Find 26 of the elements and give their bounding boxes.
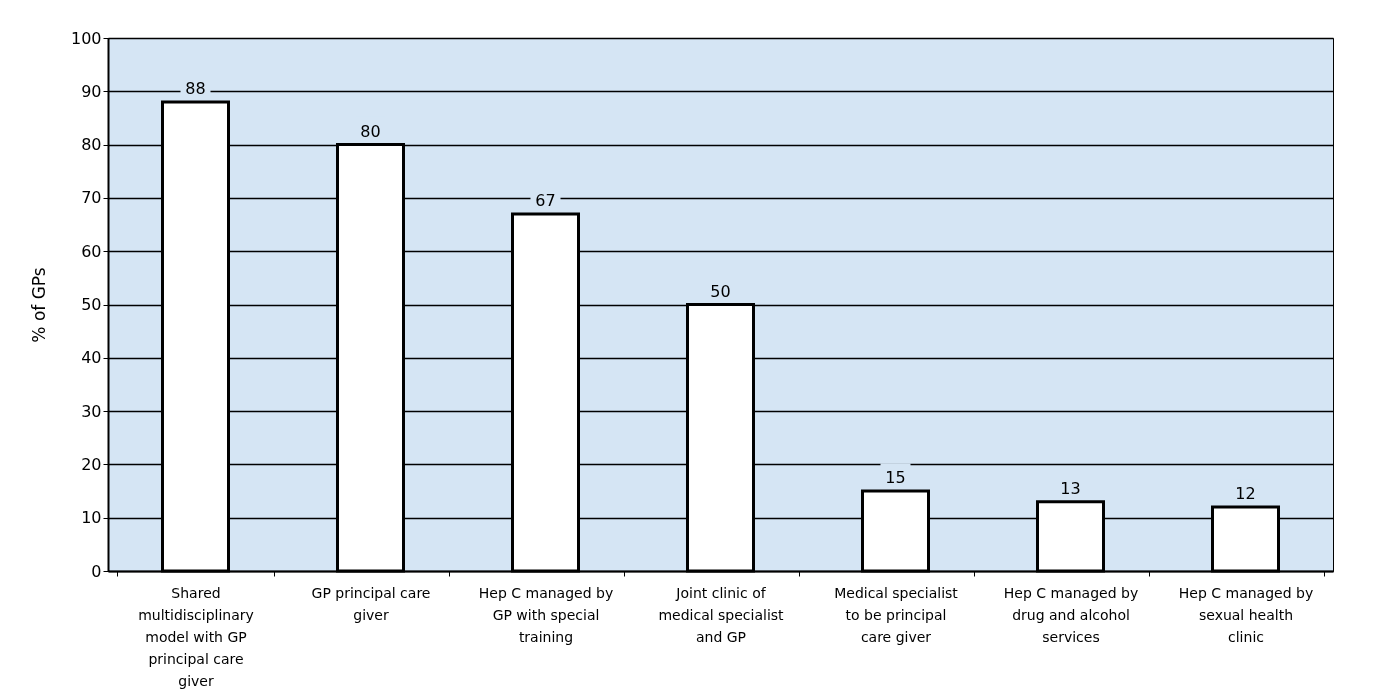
y-axis-title: % of GPs <box>28 267 49 343</box>
y-tick-label: 100 <box>70 28 102 48</box>
data-label: 50 <box>710 281 731 301</box>
x-tick-label: Hep C managed by sexual health clinic <box>1178 584 1314 645</box>
data-label: 80 <box>360 121 381 141</box>
x-tick-label: Hep C managed by drug and alcohol services <box>1003 584 1139 645</box>
x-tick-label: Medical specialist to be principal care giver <box>834 584 959 645</box>
y-tick-label: 60 <box>81 241 102 261</box>
data-label: 67 <box>535 190 556 210</box>
y-tick-label: 50 <box>81 295 102 314</box>
y-tick-label: 0 <box>91 561 102 581</box>
y-tick-label: 90 <box>81 81 102 101</box>
y-tick-label: 70 <box>81 188 102 208</box>
y-tick-label: 20 <box>81 454 102 474</box>
data-label: 13 <box>1060 478 1081 498</box>
y-tick-label: 80 <box>81 135 102 155</box>
x-tick-label: Joint clinic of medical specialist and GP <box>658 584 785 645</box>
y-tick-label: 40 <box>81 348 102 368</box>
data-label: 15 <box>885 468 906 488</box>
x-tick-label: GP principal care giver <box>311 584 431 623</box>
data-label: 12 <box>1235 484 1256 504</box>
y-tick-label: 10 <box>81 508 102 528</box>
y-tick-label: 30 <box>81 401 102 421</box>
x-tick-label: Hep C managed by GP with special training <box>478 584 614 645</box>
data-label: 88 <box>185 78 206 98</box>
x-tick-label: Shared multidisciplinary model with GP principal care giver <box>138 584 254 689</box>
